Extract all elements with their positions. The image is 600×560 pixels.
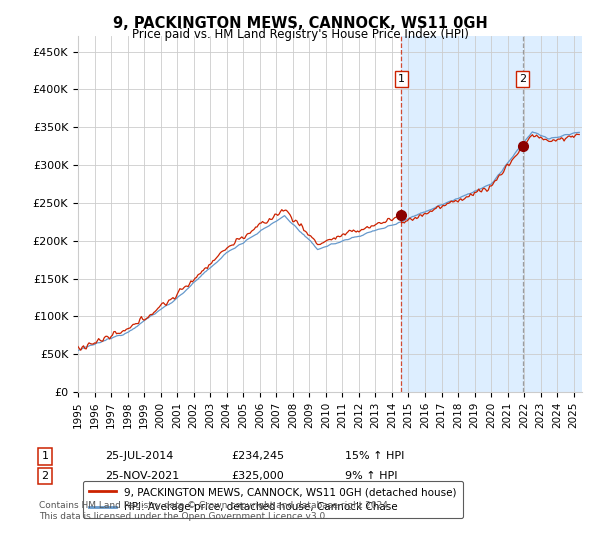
- Text: 15% ↑ HPI: 15% ↑ HPI: [345, 451, 404, 461]
- Text: £325,000: £325,000: [231, 471, 284, 481]
- Text: 1: 1: [398, 74, 405, 84]
- Text: 25-NOV-2021: 25-NOV-2021: [105, 471, 179, 481]
- Text: 2: 2: [41, 471, 49, 481]
- Text: £234,245: £234,245: [231, 451, 284, 461]
- Text: 2: 2: [519, 74, 526, 84]
- Text: 1: 1: [41, 451, 49, 461]
- Text: Contains HM Land Registry data © Crown copyright and database right 2024.
This d: Contains HM Land Registry data © Crown c…: [39, 501, 391, 521]
- Text: Price paid vs. HM Land Registry's House Price Index (HPI): Price paid vs. HM Land Registry's House …: [131, 28, 469, 41]
- Text: 9, PACKINGTON MEWS, CANNOCK, WS11 0GH: 9, PACKINGTON MEWS, CANNOCK, WS11 0GH: [113, 16, 487, 31]
- Text: 25-JUL-2014: 25-JUL-2014: [105, 451, 173, 461]
- Bar: [401, 36, 582, 392]
- Text: 9% ↑ HPI: 9% ↑ HPI: [345, 471, 398, 481]
- Legend: 9, PACKINGTON MEWS, CANNOCK, WS11 0GH (detached house), HPI: Average price, deta: 9, PACKINGTON MEWS, CANNOCK, WS11 0GH (d…: [83, 481, 463, 519]
